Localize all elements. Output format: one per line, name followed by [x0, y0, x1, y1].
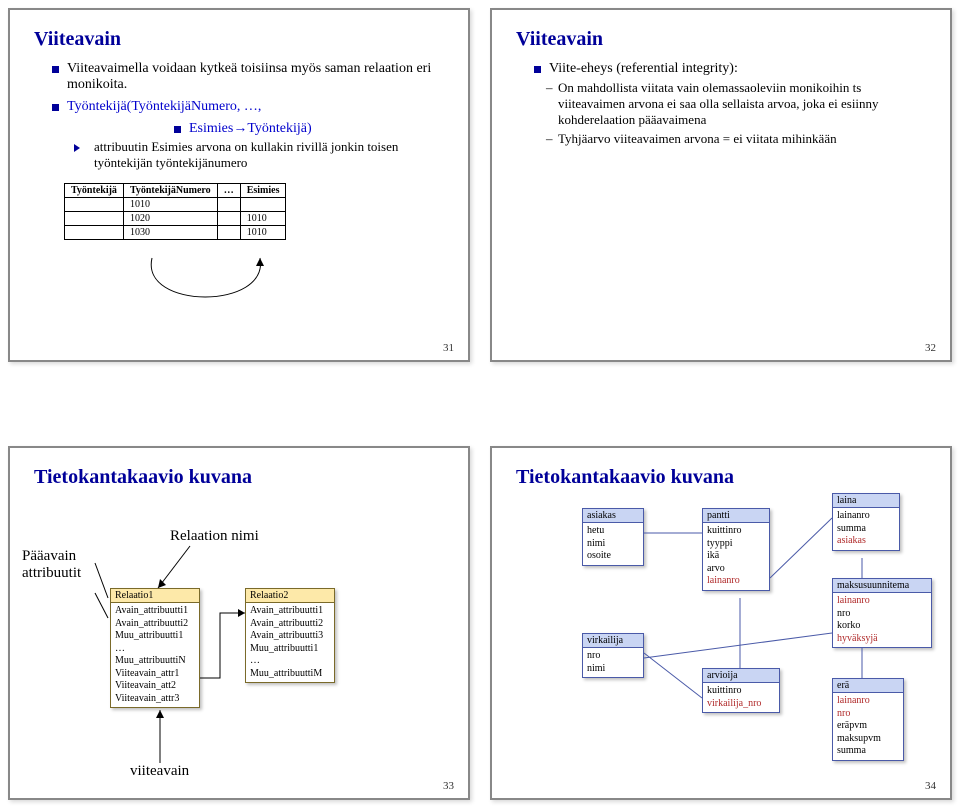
- slide-32: Viiteavain Viite-eheys (referential inte…: [490, 8, 952, 362]
- entity-body: lainanro nro eräpvm maksupvm summa: [832, 693, 904, 761]
- entity-header: erä: [832, 678, 904, 693]
- sub-bullet: attribuutin Esimies arvona on kullakin r…: [74, 139, 444, 171]
- entity-header: Relaatio2: [245, 588, 335, 603]
- entity-header: maksusuunnitema: [832, 578, 932, 593]
- slide-title: Viiteavain: [34, 28, 444, 51]
- entity-maksu: maksusuunnitema lainanro nro korko hyväk…: [832, 578, 932, 648]
- entity-era: erä lainanro nro eräpvm maksupvm summa: [832, 678, 904, 761]
- slide-31: Viiteavain Viiteavaimella voidaan kytkeä…: [8, 8, 470, 362]
- slide-33: Tietokantakaavio kuvana Pääavain attribu…: [8, 446, 470, 800]
- bullet: Viite-eheys (referential integrity):: [534, 61, 926, 77]
- entity-arvioija: arvioija kuittinro virkailija_nro: [702, 668, 780, 713]
- sub-text: attribuutin Esimies arvona on kullakin r…: [94, 139, 444, 171]
- entity-body: lainanro nro korko hyväksyjä: [832, 593, 932, 648]
- entity-header: asiakas: [582, 508, 644, 523]
- bullet-marker: [534, 66, 541, 73]
- th: TyöntekijäNumero: [123, 184, 217, 198]
- entity-body: kuittinro virkailija_nro: [702, 683, 780, 713]
- bullet-text: Viiteavaimella voidaan kytkeä toisiinsa …: [67, 61, 444, 93]
- th: Työntekijä: [65, 184, 124, 198]
- table-row: 10201010: [65, 212, 286, 226]
- table-row: 1010: [65, 198, 286, 212]
- bullet-link: Esimies→Työntekijä): [174, 121, 444, 137]
- entity-header: arvioija: [702, 668, 780, 683]
- entity-body: Avain_attribuutti1 Avain_attribuutti2 Av…: [245, 603, 335, 683]
- label-foreign-key: viiteavain: [130, 763, 189, 780]
- bullet-text: Esimies→Työntekijä): [189, 121, 312, 137]
- table-row: 10301010: [65, 226, 286, 240]
- page-number: 33: [443, 780, 454, 792]
- entity-body: nro nimi: [582, 648, 644, 678]
- table-header-row: Työntekijä TyöntekijäNumero … Esimies: [65, 184, 286, 198]
- bullet: Viiteavaimella voidaan kytkeä toisiinsa …: [52, 61, 444, 93]
- entity-pantti: pantti kuittinro tyyppi ikä arvo lainanr…: [702, 508, 770, 591]
- entity-relaatio1: Relaatio1 Avain_attribuutti1 Avain_attri…: [110, 588, 200, 708]
- entity-virkailija: virkailija nro nimi: [582, 633, 644, 678]
- page-number: 34: [925, 780, 936, 792]
- entity-body: kuittinro tyyppi ikä arvo lainanro: [702, 523, 770, 591]
- bullet-marker: [52, 66, 59, 73]
- entity-body: lainanro summa asiakas: [832, 508, 900, 551]
- slide-title: Tietokantakaavio kuvana: [34, 466, 444, 489]
- th: …: [217, 184, 240, 198]
- slide-title: Viiteavain: [516, 28, 926, 51]
- th: Esimies: [240, 184, 286, 198]
- page-number: 32: [925, 342, 936, 354]
- employee-table: Työntekijä TyöntekijäNumero … Esimies 10…: [64, 183, 286, 240]
- label-relation-name: Relaation nimi: [170, 528, 259, 545]
- page-number: 31: [443, 342, 454, 354]
- entity-relaatio2: Relaatio2 Avain_attribuutti1 Avain_attri…: [245, 588, 335, 683]
- bullet-marker: [174, 126, 181, 133]
- bullet-text: Viite-eheys (referential integrity):: [549, 61, 738, 77]
- bullet-text: Työntekijä(TyöntekijäNumero, …,: [67, 99, 261, 115]
- tri-marker: [74, 144, 86, 152]
- entity-laina: laina lainanro summa asiakas: [832, 493, 900, 551]
- bullet-link: Työntekijä(TyöntekijäNumero, …,: [52, 99, 444, 115]
- slide33-connectors: [10, 448, 472, 802]
- entity-header: pantti: [702, 508, 770, 523]
- entity-body: hetu nimi osoite: [582, 523, 644, 566]
- bullet-marker: [52, 104, 59, 111]
- label-primary-key: Pääavain attribuutit: [22, 548, 81, 582]
- entity-header: laina: [832, 493, 900, 508]
- entity-header: virkailija: [582, 633, 644, 648]
- entity-body: Avain_attribuutti1 Avain_attribuutti2 Mu…: [110, 603, 200, 708]
- sub-bullet: On mahdollista viitata vain olemassaolev…: [558, 80, 926, 128]
- slide-title: Tietokantakaavio kuvana: [516, 466, 926, 489]
- slide-34: Tietokantakaavio kuvana asiakas hetu nim…: [490, 446, 952, 800]
- entity-header: Relaatio1: [110, 588, 200, 603]
- entity-asiakas: asiakas hetu nimi osoite: [582, 508, 644, 566]
- sub-bullet: Tyhjäarvo viiteavaimen arvona = ei viita…: [558, 131, 926, 147]
